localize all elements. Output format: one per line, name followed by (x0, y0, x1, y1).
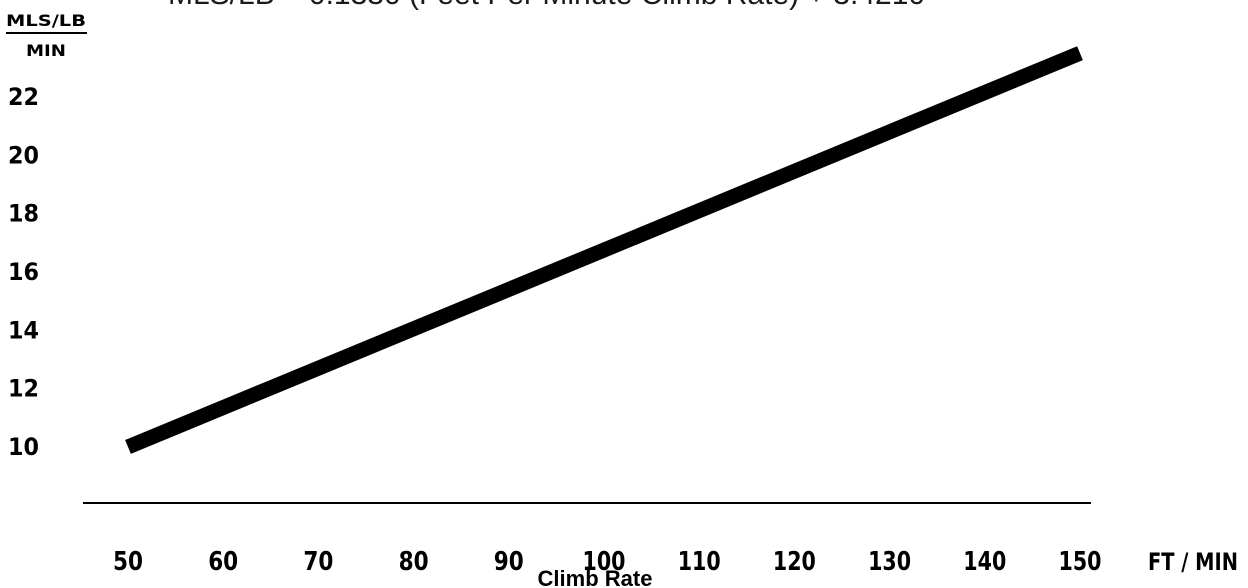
y-tick-label: 16 (8, 258, 39, 286)
x-unit-label: FT / MIN (1148, 548, 1238, 576)
x-tick-label: 80 (399, 547, 429, 577)
y-unit-label: MLS/LB MIN (6, 11, 87, 60)
y-unit-denominator: MIN (26, 41, 66, 60)
chart-title: MLS/LB = 0.1330 (Feet Per Minute Climb R… (168, 0, 925, 11)
x-tick-label: 130 (868, 547, 911, 577)
y-tick-label: 14 (8, 316, 39, 344)
y-tick-label: 18 (8, 200, 39, 228)
y-tick-label: 22 (8, 83, 39, 111)
x-tick-label: 100 (583, 547, 626, 577)
x-axis-title: Climb Rate (538, 566, 653, 588)
data-series (125, 46, 1083, 454)
series-line (125, 46, 1083, 454)
x-tick-label: 140 (963, 547, 1006, 577)
y-tick-label: 10 (8, 433, 39, 461)
x-tick-label: 120 (773, 547, 816, 577)
x-tick-label: 90 (494, 547, 524, 577)
x-tick-labels: 50 60 70 80 90 100 110 120 130 140 150 (113, 547, 1102, 577)
x-tick-label: 150 (1059, 547, 1102, 577)
x-tick-label: 60 (208, 547, 238, 577)
x-tick-label: 110 (678, 547, 721, 577)
x-tick-label: 70 (303, 547, 333, 577)
y-tick-label: 12 (8, 375, 39, 403)
x-tick-label: 50 (113, 547, 143, 577)
y-tick-labels: 10 12 14 16 18 20 22 (8, 83, 39, 461)
y-unit-numerator: MLS/LB (6, 11, 86, 30)
y-tick-label: 20 (8, 141, 39, 169)
